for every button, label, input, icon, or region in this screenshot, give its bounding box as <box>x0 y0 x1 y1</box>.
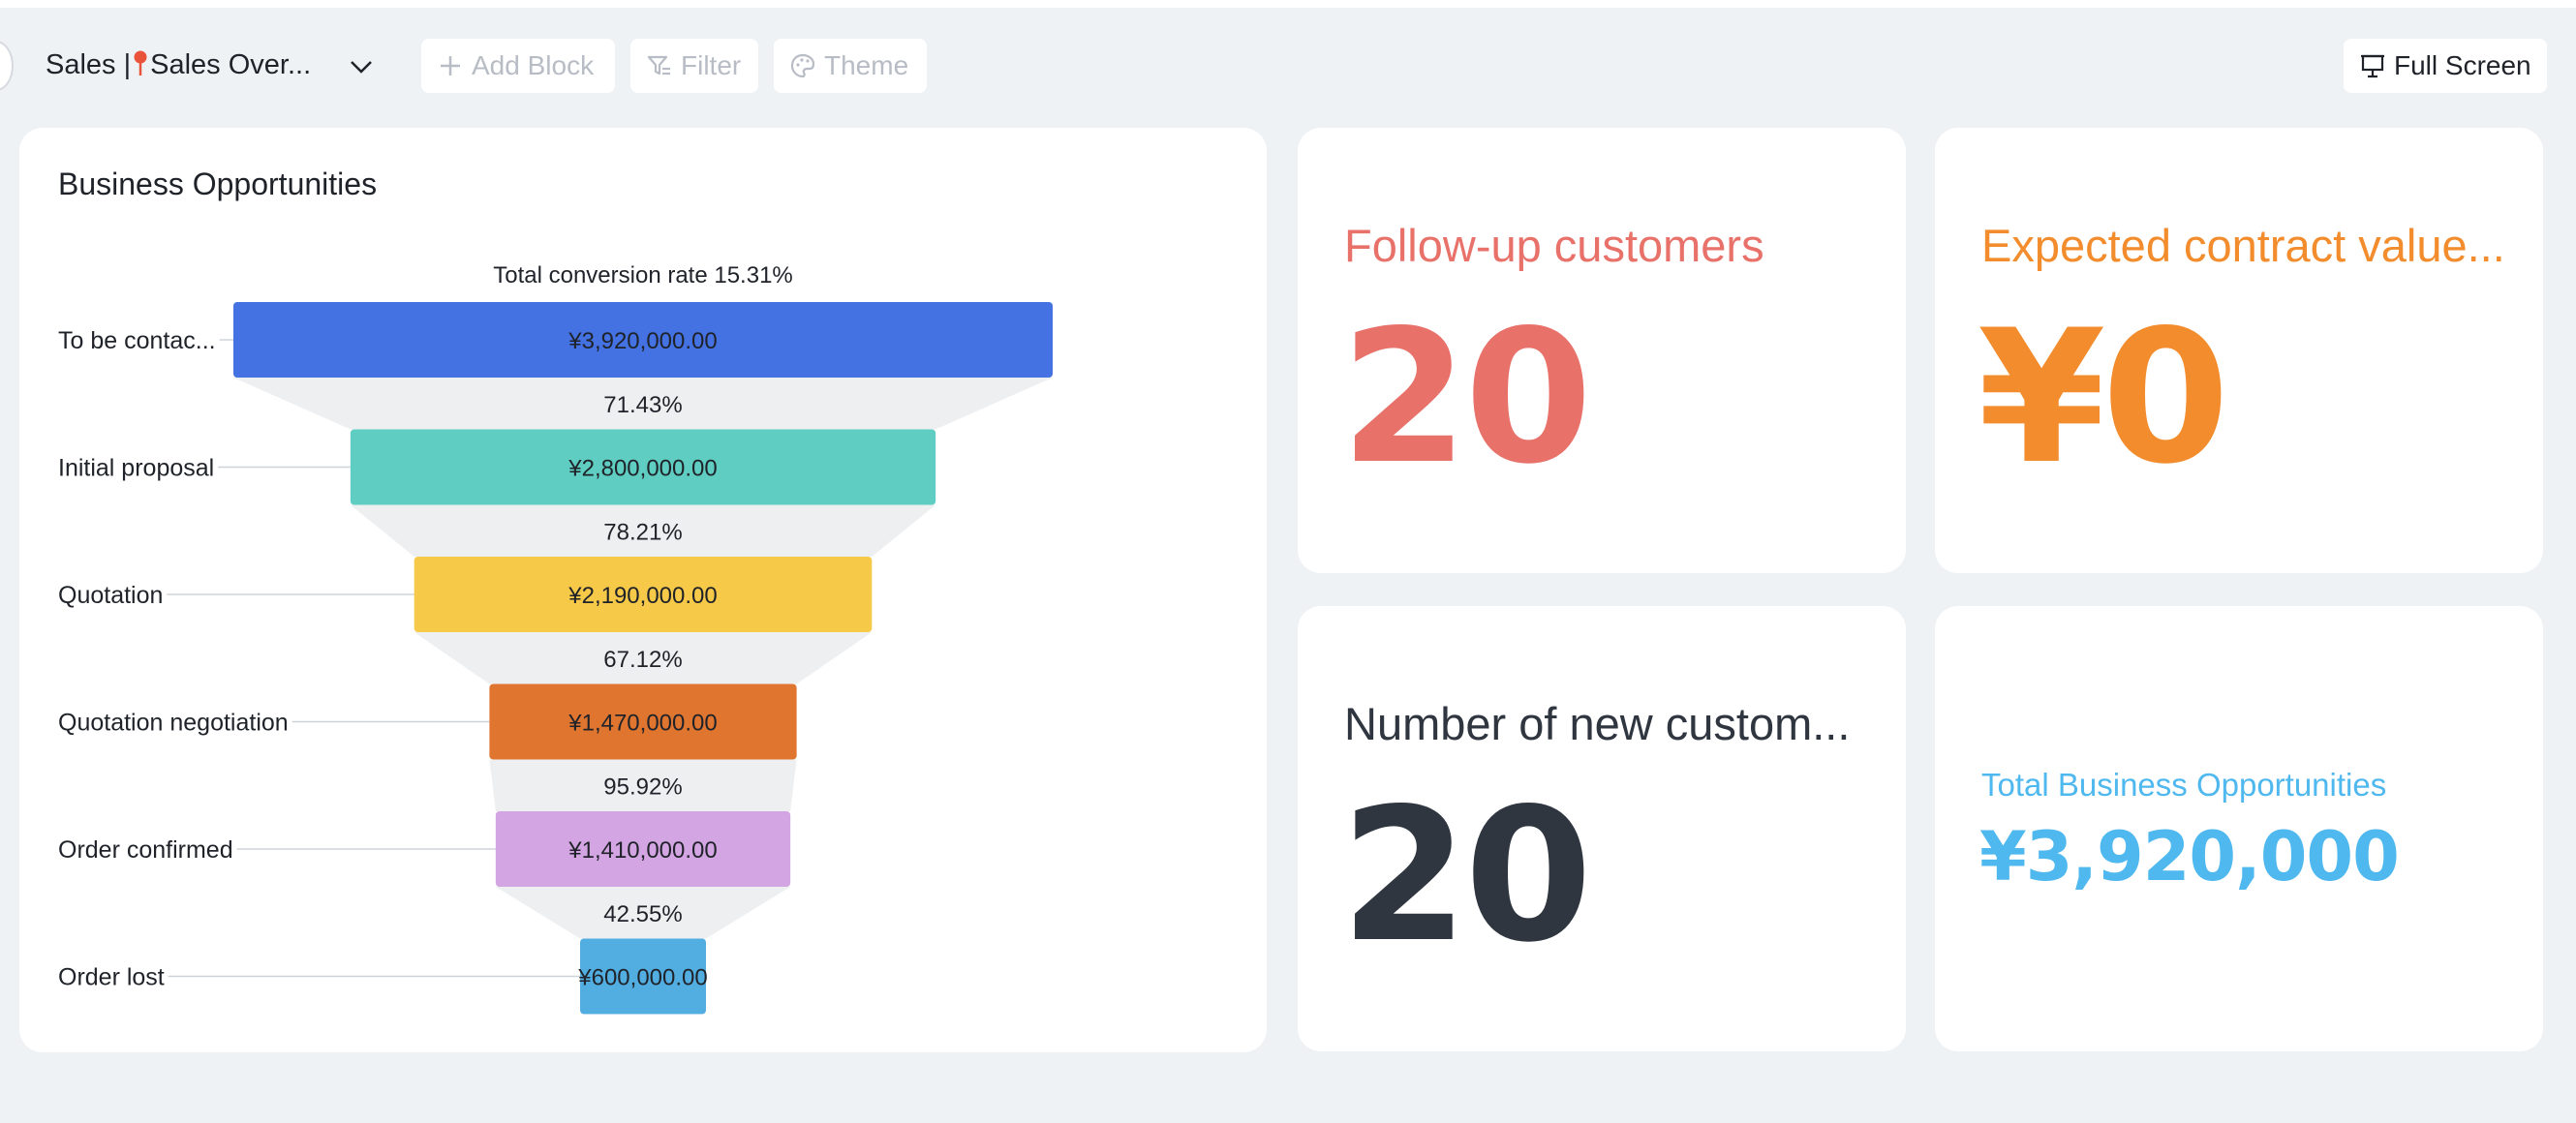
funnel-value-label: ¥600,000.00 <box>577 965 707 991</box>
funnel-category-label: Order lost <box>58 964 165 991</box>
filter-button[interactable]: Filter <box>630 39 758 93</box>
funnel-connector <box>233 378 1053 430</box>
funnel-category-label: Quotation <box>58 582 163 609</box>
conversion-label: 67.12% <box>603 647 682 673</box>
add-block-button[interactable]: Add Block <box>421 39 615 93</box>
funnel-value-label: ¥2,190,000.00 <box>567 583 717 609</box>
followup-customers-label: Follow-up customers <box>1344 220 1764 271</box>
funnel-value-label: ¥2,800,000.00 <box>567 456 717 482</box>
funnel-category-label: To be contac... <box>58 327 216 354</box>
conversion-label: 42.55% <box>603 901 682 927</box>
filter-label: Filter <box>681 50 742 80</box>
palette-icon <box>790 53 815 78</box>
sidebar-toggle[interactable] <box>0 41 14 91</box>
dashboard-selector[interactable]: Sales | Sales Over... <box>46 48 311 81</box>
funnel-bar <box>233 302 1053 378</box>
funnel-connector <box>350 504 936 557</box>
dashboard-group-label: Sales | <box>46 49 132 80</box>
funnel-chart: 71.43% 78.21% 67.12% 95.92% 42.55% Total conv… <box>58 262 1053 1015</box>
new-customers-value: 20 <box>1340 769 1592 983</box>
new-customers-label: Number of new custom... <box>1344 698 1851 749</box>
dashboard-toolbar: Sales | Sales Over... Add Block Filter Th… <box>0 35 2576 97</box>
funnel-bar <box>414 557 873 632</box>
new-customers-card: Number of new custom... 20 <box>1298 606 1906 1051</box>
funnel-value-label: ¥1,410,000.00 <box>567 837 717 864</box>
total-opportunities-label: Total Business Opportunities <box>1981 767 2387 803</box>
expected-contract-value: ¥0 <box>1978 290 2229 504</box>
funnel-category-label: Quotation negotiation <box>58 710 289 737</box>
presentation-icon <box>2361 54 2384 78</box>
total-conversion-label: Total conversion rate 15.31% <box>493 262 793 288</box>
full-screen-button[interactable]: Full Screen <box>2344 39 2547 93</box>
expected-contract-label: Expected contract value... <box>1981 220 2504 271</box>
funnel-value-label: ¥1,470,000.00 <box>567 711 717 737</box>
funnel-value-label: ¥3,920,000.00 <box>567 328 717 354</box>
funnel-bar <box>580 938 706 1015</box>
add-block-label: Add Block <box>472 50 595 80</box>
funnel-title: Business Opportunities <box>58 167 378 201</box>
funnel-bar <box>489 683 797 760</box>
plus-icon <box>441 56 460 76</box>
funnel-connector <box>489 759 797 811</box>
funnel-category-label: Order confirmed <box>58 836 233 864</box>
theme-label: Theme <box>824 50 909 80</box>
funnel-bar <box>350 429 936 505</box>
followup-customers-value: 20 <box>1340 290 1592 504</box>
conversion-label: 95.92% <box>603 774 682 800</box>
full-screen-label: Full Screen <box>2394 50 2531 80</box>
pin-icon <box>134 50 147 76</box>
filter-icon <box>647 55 670 76</box>
dashboard-name: Sales Over... <box>150 49 312 80</box>
total-opportunities-value: ¥3,920,000 <box>1979 817 2400 896</box>
theme-button[interactable]: Theme <box>774 39 927 93</box>
expected-contract-card: Expected contract value... ¥0 <box>1935 128 2543 573</box>
chevron-down-icon[interactable] <box>347 52 376 81</box>
conversion-label: 71.43% <box>603 392 682 418</box>
conversion-label: 78.21% <box>603 519 682 545</box>
total-opportunities-card: Total Business Opportunities ¥3,920,000 <box>1935 606 2543 1051</box>
funnel-category-label: Initial proposal <box>58 455 214 482</box>
followup-customers-card: Follow-up customers 20 <box>1298 128 1906 573</box>
business-opportunities-card: Business Opportunities 71.43% 78.21% 67.12… <box>19 128 1267 1052</box>
funnel-connector <box>495 887 791 939</box>
top-strip <box>0 0 2576 8</box>
funnel-bar <box>495 811 791 887</box>
funnel-connector <box>414 632 873 684</box>
